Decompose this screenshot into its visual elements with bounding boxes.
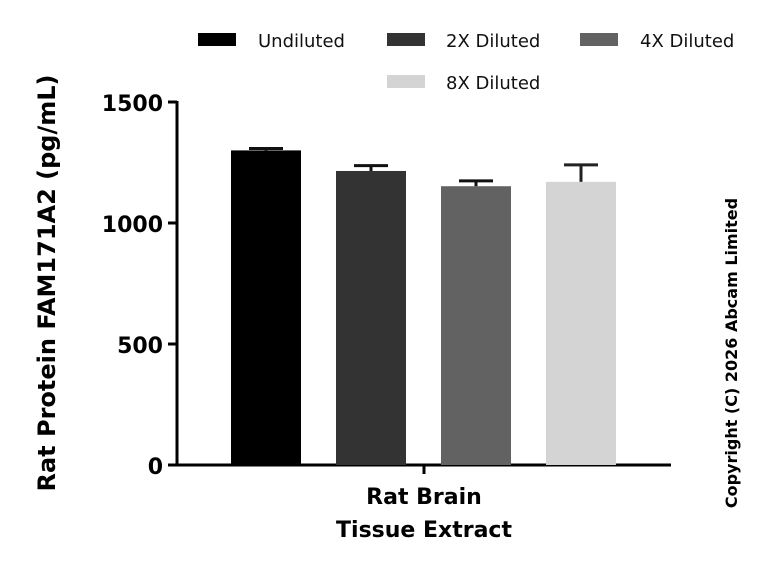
legend-label-4x-diluted: 4X Diluted xyxy=(640,31,734,52)
legend: Undiluted 2X Diluted 4X Diluted 8X Dilut… xyxy=(198,31,734,94)
legend-label-undiluted: Undiluted xyxy=(258,31,345,52)
y-axis-title: Rat Protein FAM171A2 (pg/mL) xyxy=(33,74,61,491)
x-axis-title-line1: Rat Brain xyxy=(366,485,482,510)
bars-group xyxy=(231,146,616,466)
copyright-text: Copyright (C) 2026 Abcam Limited xyxy=(722,198,741,508)
bar-2x-diluted xyxy=(336,170,406,465)
x-axis-title-line2: Tissue Extract xyxy=(336,518,512,543)
legend-label-2x-diluted: 2X Diluted xyxy=(446,31,540,52)
y-tick-label-1000: 1000 xyxy=(102,213,163,238)
bar-8x-diluted xyxy=(546,181,616,466)
legend-swatch-2x-diluted xyxy=(387,33,425,46)
y-tick-label-0: 0 xyxy=(148,455,163,480)
y-tick-label-500: 500 xyxy=(117,334,163,359)
legend-swatch-8x-diluted xyxy=(387,75,425,88)
legend-swatch-undiluted xyxy=(198,33,236,46)
bar-undiluted xyxy=(231,150,301,465)
legend-swatch-4x-diluted xyxy=(580,33,618,46)
legend-label-8x-diluted: 8X Diluted xyxy=(446,73,540,94)
y-tick-label-1500: 1500 xyxy=(102,92,163,117)
bar-4x-diluted xyxy=(441,186,511,465)
